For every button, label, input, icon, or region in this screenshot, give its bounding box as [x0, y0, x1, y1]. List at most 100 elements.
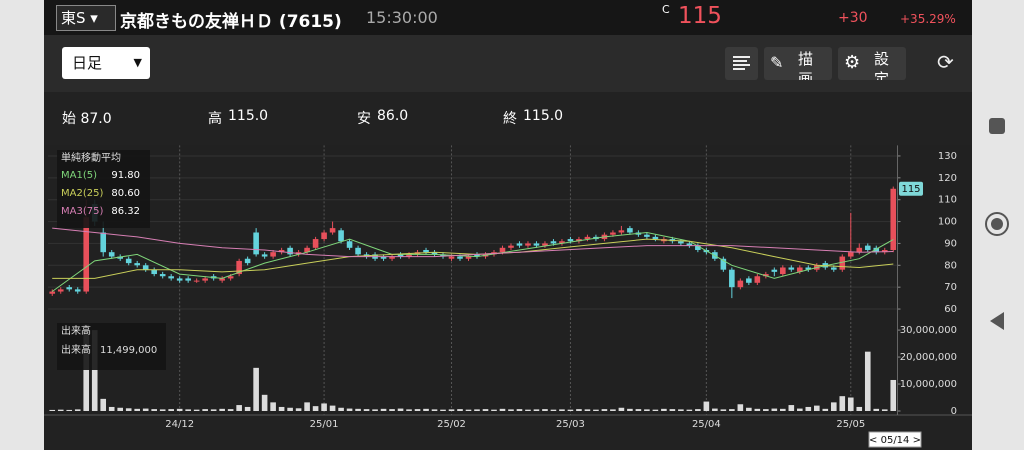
- volume-bar: [244, 406, 251, 411]
- volume-bar: [584, 409, 591, 411]
- volume-bar: [864, 351, 871, 411]
- y-tick-label: 70: [944, 282, 957, 293]
- x-tick-label: 25/05: [836, 419, 865, 430]
- candle-body: [448, 256, 455, 259]
- y-tick-label: 130: [938, 151, 957, 162]
- candle-body: [457, 256, 463, 259]
- volume-bar: [193, 409, 200, 411]
- change: +30: [838, 10, 868, 26]
- market: 東S: [61, 9, 86, 27]
- candle-body: [49, 291, 56, 294]
- time: 15:30:00: [366, 8, 438, 27]
- x-tick-label: 25/03: [556, 419, 585, 430]
- candle-body: [847, 252, 854, 257]
- candle-body: [576, 239, 582, 242]
- settings-button[interactable]: ⚙ 設定: [838, 47, 906, 80]
- y-tick-label: 110: [938, 195, 957, 206]
- candle-body: [253, 232, 259, 255]
- high: 115.0: [228, 108, 269, 124]
- volume-bar: [703, 401, 710, 411]
- volume-bar: [695, 409, 701, 411]
- candle-body: [746, 278, 752, 283]
- candle-body: [219, 278, 225, 281]
- volume-bar: [542, 409, 548, 411]
- volume-bar: [482, 409, 489, 411]
- market-select[interactable]: 東S ▾: [56, 5, 116, 31]
- volume-bar: [618, 407, 625, 411]
- refresh-button[interactable]: ⟳: [937, 50, 954, 74]
- volume-bar: [346, 408, 353, 411]
- volume-bar: [763, 409, 769, 411]
- candle-body: [227, 276, 234, 279]
- volume-bar: [66, 409, 73, 411]
- candle-body: [134, 263, 140, 266]
- candle-body: [763, 274, 769, 277]
- candle-body: [151, 269, 157, 275]
- legend-title: 出来高: [61, 324, 91, 337]
- candle-body: [312, 239, 319, 248]
- candle-body: [185, 278, 191, 281]
- volume-bar: [202, 409, 208, 411]
- y-tick-label: 20,000,000: [900, 352, 957, 363]
- candle-body: [440, 254, 446, 257]
- volume-bar: [253, 367, 259, 411]
- volume-bar: [873, 408, 880, 411]
- volume-bar: [236, 405, 242, 411]
- volume-bar: [278, 406, 285, 411]
- back-button[interactable]: [990, 312, 1004, 330]
- candle-body: [516, 243, 523, 246]
- candle-body: [618, 230, 625, 233]
- volume-bar: [508, 409, 514, 411]
- home-button[interactable]: [985, 212, 1009, 236]
- volume-bar: [669, 409, 676, 411]
- candle-body: [695, 245, 701, 250]
- volume-bar: [797, 408, 803, 411]
- period-select[interactable]: 日足 ▼: [62, 47, 150, 79]
- candle-body: [176, 278, 183, 281]
- volume-bar: [847, 397, 854, 411]
- recents-button[interactable]: [989, 118, 1005, 134]
- y-tick-label: 80: [944, 260, 957, 271]
- candle-body: [780, 267, 786, 275]
- close: 115.0: [523, 108, 564, 124]
- volume-bar: [771, 408, 778, 411]
- cursor-label: < 05/14 >: [869, 435, 921, 446]
- volume-bar: [856, 406, 863, 411]
- volume-bar: [635, 409, 642, 411]
- stock-name: 京都きもの友禅ＨＤ (7615): [120, 12, 342, 32]
- volume-bar: [610, 409, 616, 411]
- candle-body: [805, 267, 812, 270]
- open-label: 始: [62, 111, 76, 127]
- legend-value: 11,499,000: [100, 345, 157, 356]
- candle-body: [499, 247, 506, 253]
- volume-bar: [652, 409, 659, 411]
- volume-bar: [627, 408, 633, 411]
- volume-bar: [737, 404, 744, 411]
- candle-body: [729, 269, 735, 288]
- y-tick-label: 90: [944, 238, 957, 249]
- candle-body: [771, 269, 778, 272]
- candle-body: [389, 256, 395, 259]
- candle-body: [346, 241, 353, 248]
- nav-bar: [985, 118, 1009, 330]
- volume-bar: [380, 408, 387, 411]
- legend-value: 91.80: [111, 170, 140, 181]
- candle-body: [329, 228, 336, 233]
- volume-bar: [661, 408, 667, 411]
- volume-bar: [227, 409, 234, 411]
- candle-body: [321, 232, 327, 240]
- list-button[interactable]: [725, 47, 758, 80]
- draw-button[interactable]: ✎ 描画: [764, 47, 832, 80]
- candle-body: [465, 256, 472, 259]
- volume-bar: [881, 409, 888, 411]
- candle-body: [881, 249, 888, 253]
- volume-bar: [151, 409, 157, 411]
- low-label: 安: [357, 111, 371, 127]
- candle-body: [652, 236, 659, 240]
- volume-bar: [474, 409, 480, 411]
- candle-body: [278, 249, 285, 253]
- x-tick-label: 25/04: [692, 419, 721, 430]
- y-tick-label: 30,000,000: [900, 325, 957, 336]
- candle-body: [423, 249, 429, 253]
- ma-line: [51, 231, 894, 292]
